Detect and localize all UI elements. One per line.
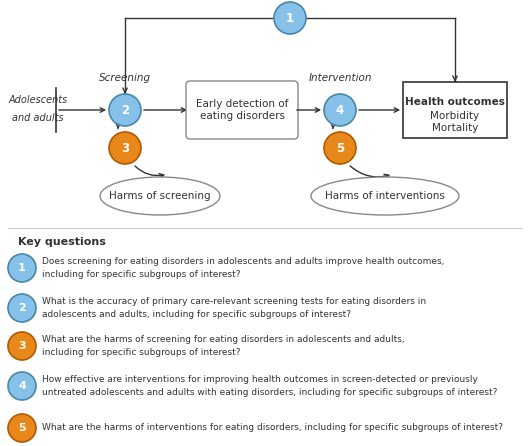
Text: 3: 3 <box>121 141 129 154</box>
Text: Morbidity: Morbidity <box>431 111 480 121</box>
Text: Screening: Screening <box>99 73 151 83</box>
Circle shape <box>8 254 36 282</box>
Circle shape <box>8 372 36 400</box>
Ellipse shape <box>100 177 220 215</box>
Circle shape <box>8 294 36 322</box>
Text: 4: 4 <box>18 381 26 391</box>
Text: Harms of screening: Harms of screening <box>109 191 211 201</box>
Text: 5: 5 <box>336 141 344 154</box>
Text: What are the harms of screening for eating disorders in adolescents and adults,
: What are the harms of screening for eati… <box>42 335 405 356</box>
Text: Intervention: Intervention <box>308 73 372 83</box>
Text: 2: 2 <box>18 303 26 313</box>
Text: 4: 4 <box>336 103 344 116</box>
Text: Adolescents: Adolescents <box>8 95 68 105</box>
Text: Harms of interventions: Harms of interventions <box>325 191 445 201</box>
Circle shape <box>324 94 356 126</box>
Text: 5: 5 <box>18 423 26 433</box>
Circle shape <box>109 94 141 126</box>
Text: Early detection of
eating disorders: Early detection of eating disorders <box>196 99 288 121</box>
FancyBboxPatch shape <box>403 82 507 138</box>
Text: Does screening for eating disorders in adolescents and adults improve health out: Does screening for eating disorders in a… <box>42 257 444 279</box>
Ellipse shape <box>311 177 459 215</box>
Text: What is the accuracy of primary care-relevant screening tests for eating disorde: What is the accuracy of primary care-rel… <box>42 297 426 318</box>
Text: 3: 3 <box>18 341 26 351</box>
Text: What are the harms of interventions for eating disorders, including for specific: What are the harms of interventions for … <box>42 424 503 433</box>
Text: 2: 2 <box>121 103 129 116</box>
Circle shape <box>274 2 306 34</box>
Text: 1: 1 <box>18 263 26 273</box>
Text: How effective are interventions for improving health outcomes in screen-detected: How effective are interventions for impr… <box>42 376 497 396</box>
Circle shape <box>8 414 36 442</box>
Text: Key questions: Key questions <box>18 237 106 247</box>
Text: 1: 1 <box>286 12 294 25</box>
Text: Mortality: Mortality <box>432 123 478 133</box>
Circle shape <box>109 132 141 164</box>
Circle shape <box>8 332 36 360</box>
Text: Health outcomes: Health outcomes <box>405 97 505 107</box>
Text: and adults: and adults <box>12 113 64 123</box>
Circle shape <box>324 132 356 164</box>
FancyBboxPatch shape <box>186 81 298 139</box>
